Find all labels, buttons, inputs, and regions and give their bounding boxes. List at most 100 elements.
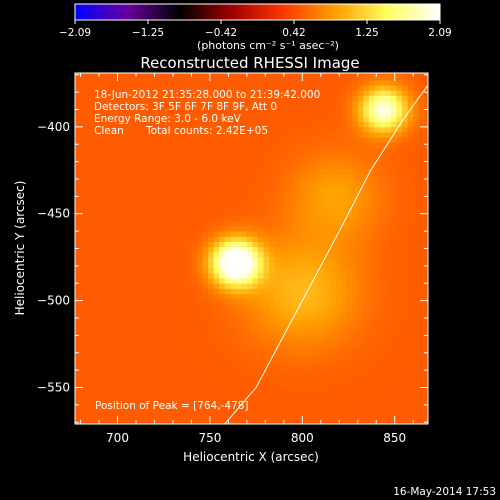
heatmap-cell: [352, 225, 359, 232]
heatmap-cell: [113, 116, 120, 123]
heatmap-cell: [224, 309, 231, 315]
heatmap-cell: [224, 189, 231, 196]
heatmap-cell: [269, 335, 276, 341]
heatmap-cell: [379, 106, 386, 112]
heatmap-cell: [180, 298, 187, 305]
heatmap-cell: [91, 413, 98, 420]
heatmap-cell: [291, 397, 298, 404]
heatmap-cell: [130, 283, 137, 289]
heatmap-cell: [418, 356, 425, 362]
heatmap-cell: [302, 272, 309, 279]
heatmap-cell: [352, 345, 359, 352]
heatmap-cell: [396, 397, 403, 404]
heatmap-cell: [241, 267, 248, 274]
info-time-range: 18-Jun-2012 21:35:28.000 to 21:39:42.000: [94, 89, 320, 101]
heatmap-cell: [202, 241, 209, 248]
heatmap-cell: [385, 293, 392, 300]
heatmap-cell: [318, 413, 325, 420]
heatmap-cell: [75, 335, 81, 341]
heatmap-cell: [402, 345, 409, 352]
heatmap-cell: [141, 324, 148, 331]
heatmap-cell: [407, 142, 414, 149]
heatmap-cell: [124, 403, 131, 409]
heatmap-cell: [230, 335, 237, 341]
heatmap-cell: [263, 324, 270, 331]
heatmap-cell: [341, 319, 348, 326]
heatmap-cell: [374, 231, 381, 237]
heatmap-cell: [330, 90, 336, 96]
heatmap-cell: [363, 283, 370, 289]
heatmap-cell: [135, 106, 142, 112]
heatmap-cell: [285, 178, 292, 185]
heatmap-cell: [291, 163, 298, 169]
heatmap-cell: [374, 168, 381, 175]
heatmap-cell: [191, 418, 198, 424]
heatmap-cell: [180, 79, 187, 86]
heatmap-cell: [147, 79, 154, 86]
heatmap-cell: [280, 126, 287, 133]
heatmap-cell: [91, 85, 98, 91]
heatmap-cell: [246, 246, 253, 253]
heatmap-cell: [324, 85, 331, 91]
heatmap-cell: [385, 100, 392, 107]
heatmap-cell: [363, 278, 370, 284]
heatmap-cell: [318, 132, 325, 138]
heatmap-cell: [230, 361, 237, 368]
heatmap-cell: [246, 356, 253, 362]
heatmap-cell: [418, 137, 425, 143]
heatmap-cell: [163, 173, 170, 180]
heatmap-cell: [135, 361, 142, 368]
heatmap-cell: [163, 132, 170, 138]
heatmap-cell: [396, 377, 403, 383]
heatmap-cell: [335, 330, 342, 336]
heatmap-cell: [202, 168, 209, 175]
heatmap-cell: [119, 298, 126, 305]
heatmap-cell: [374, 345, 381, 352]
heatmap-cell: [341, 168, 348, 175]
heatmap-cell: [424, 111, 428, 117]
heatmap-cell: [324, 116, 331, 123]
heatmap-cell: [191, 319, 198, 326]
heatmap-cell: [108, 163, 115, 169]
heatmap-cell: [418, 225, 425, 232]
heatmap-cell: [307, 340, 314, 347]
heatmap-cell: [147, 298, 154, 305]
heatmap-cell: [307, 345, 314, 352]
heatmap-cell: [246, 309, 253, 315]
heatmap-cell: [163, 319, 170, 326]
heatmap-cell: [396, 298, 403, 305]
heatmap-cell: [241, 73, 248, 76]
heatmap-cell: [296, 215, 303, 222]
heatmap-cell: [346, 73, 353, 76]
heatmap-cell: [102, 121, 109, 128]
heatmap-cell: [241, 345, 248, 352]
heatmap-cell: [241, 408, 248, 414]
heatmap-cell: [235, 387, 242, 394]
heatmap-cell: [174, 132, 181, 138]
heatmap-cell: [91, 194, 98, 201]
heatmap-cell: [97, 319, 104, 326]
heatmap-cell: [102, 366, 109, 373]
heatmap-cell: [135, 137, 142, 143]
heatmap-cell: [374, 241, 381, 248]
heatmap-cell: [80, 272, 87, 279]
heatmap-cell: [119, 397, 126, 404]
heatmap-cell: [75, 121, 81, 128]
heatmap-cell: [274, 215, 281, 222]
heatmap-cell: [324, 403, 331, 409]
heatmap-cell: [302, 392, 309, 399]
heatmap-cell: [196, 137, 203, 143]
heatmap-cell: [75, 199, 81, 206]
heatmap-cell: [285, 215, 292, 222]
heatmap-cell: [246, 351, 253, 357]
heatmap-cell: [169, 90, 176, 96]
heatmap-cell: [335, 293, 342, 300]
heatmap-cell: [219, 340, 226, 347]
heatmap-cell: [374, 267, 381, 274]
heatmap-cell: [291, 194, 298, 201]
heatmap-cell: [169, 267, 176, 274]
heatmap-cell: [285, 199, 292, 206]
heatmap-cell: [174, 418, 181, 424]
heatmap-cell: [97, 345, 104, 352]
heatmap-cell: [91, 220, 98, 227]
